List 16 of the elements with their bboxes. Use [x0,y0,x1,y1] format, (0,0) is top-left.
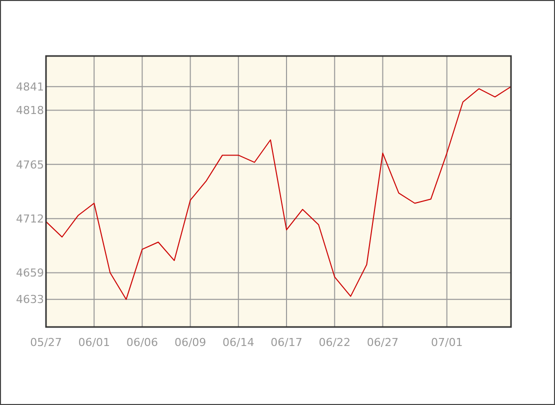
x-tick-label: 06/14 [222,336,254,349]
x-tick-label: 07/01 [431,336,463,349]
x-tick-label: 06/01 [78,336,110,349]
x-tick-label: 06/22 [318,336,350,349]
y-tick-label: 4841 [16,80,44,94]
y-tick-label: 4765 [16,158,44,172]
y-tick-label: 4633 [16,293,44,306]
y-tick-label: 4659 [16,266,44,280]
y-tick-label: 4712 [16,212,44,226]
line-series [46,86,512,300]
x-tick-label: 06/09 [174,336,206,349]
y-tick-label: 4818 [16,104,44,118]
x-tick-label: 06/27 [366,336,399,349]
x-tick-label: 06/06 [126,336,158,349]
x-tick-label: 06/17 [270,336,302,349]
x-tick-label: 05/27 [30,336,62,349]
